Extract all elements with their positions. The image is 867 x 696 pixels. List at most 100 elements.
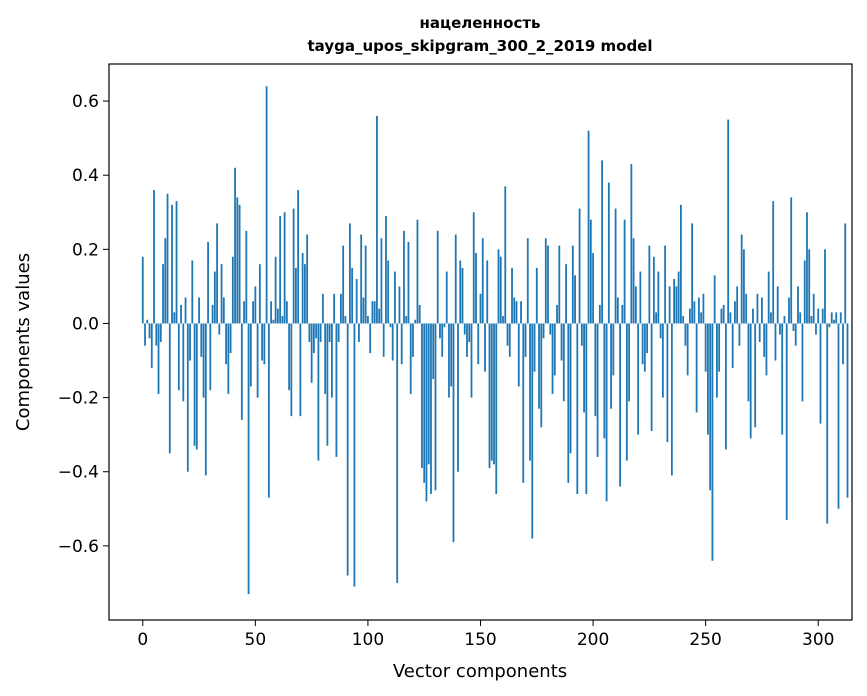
bar-271 <box>752 308 754 324</box>
bar-247 <box>698 297 700 324</box>
bar-193 <box>576 323 579 494</box>
bar-5 <box>153 190 155 324</box>
bar-294 <box>803 260 806 324</box>
bar-130 <box>434 323 437 491</box>
plot-frame <box>108 63 853 621</box>
bar-91 <box>346 323 349 576</box>
bar-15 <box>175 201 178 324</box>
bar-311 <box>842 323 844 365</box>
bar-300 <box>817 308 820 324</box>
bar-291 <box>797 286 799 324</box>
bar-17 <box>180 304 182 324</box>
bar-90 <box>344 316 347 324</box>
bar-138 <box>452 323 455 543</box>
bar-282 <box>776 286 779 324</box>
bar-197 <box>585 323 588 494</box>
bar-210 <box>614 208 617 324</box>
bar-111 <box>391 323 394 361</box>
bar-23 <box>193 323 196 446</box>
bar-150 <box>479 293 482 324</box>
bar-28 <box>204 323 207 476</box>
bar-190 <box>569 323 572 454</box>
bar-52 <box>258 264 261 324</box>
bar-30 <box>209 323 212 391</box>
bar-29 <box>207 241 209 324</box>
bar-223 <box>643 323 646 372</box>
bar-249 <box>702 293 705 324</box>
bar-292 <box>799 312 802 324</box>
bar-303 <box>824 249 826 324</box>
bar-185 <box>558 245 561 324</box>
bar-116 <box>403 230 405 324</box>
bar-235 <box>670 323 673 476</box>
bar-272 <box>754 323 757 428</box>
bar-55 <box>265 86 268 324</box>
bar-125 <box>423 323 426 483</box>
bar-155 <box>490 323 493 461</box>
x-axis-ticks: 0 50 100 150 200 250 300 <box>137 620 834 650</box>
bar-26 <box>200 323 203 357</box>
bar-288 <box>790 197 793 324</box>
bar-114 <box>398 286 401 324</box>
bar-256 <box>718 323 721 372</box>
bar-219 <box>634 286 637 324</box>
bar-244 <box>691 223 694 324</box>
y-axis-label: Components values <box>13 253 34 431</box>
bar-234 <box>668 286 671 324</box>
bar-166 <box>515 301 518 324</box>
bar-151 <box>481 238 484 324</box>
bar-149 <box>477 323 480 365</box>
bar-301 <box>819 323 822 424</box>
bar-133 <box>441 323 444 357</box>
chart-title: нацеленность <box>419 14 540 32</box>
bar-167 <box>517 323 520 387</box>
bar-181 <box>549 323 552 335</box>
bar-168 <box>520 301 522 324</box>
bar-62 <box>281 316 284 324</box>
y-tick-label: −0.6 <box>58 537 99 557</box>
bar-199 <box>589 219 592 324</box>
bar-56 <box>267 323 270 498</box>
bar-22 <box>191 260 194 324</box>
bar-170 <box>524 323 527 357</box>
bar-74 <box>308 323 311 342</box>
bar-293 <box>801 323 804 402</box>
bar-297 <box>810 316 813 324</box>
bar-102 <box>371 301 374 324</box>
bar-205 <box>603 323 606 439</box>
bar-198 <box>587 130 590 324</box>
bar-175 <box>535 267 538 324</box>
bar-60 <box>276 308 279 324</box>
bar-6 <box>155 323 158 346</box>
bar-233 <box>666 323 669 443</box>
bar-58 <box>272 319 275 324</box>
bar-275 <box>761 297 763 324</box>
bar-156 <box>493 323 495 465</box>
bar-189 <box>567 323 570 483</box>
bar-20 <box>186 323 189 472</box>
bar-105 <box>378 308 381 324</box>
bar-176 <box>538 323 540 409</box>
x-tick-label: 250 <box>689 630 721 650</box>
bar-33 <box>216 223 218 324</box>
bar-103 <box>373 301 376 324</box>
x-axis-label: Vector components <box>393 661 567 682</box>
bar-134 <box>443 323 446 328</box>
bar-215 <box>625 323 628 461</box>
bar-68 <box>294 267 297 324</box>
y-tick-label: 0.2 <box>72 240 99 260</box>
bar-171 <box>526 238 529 324</box>
bar-267 <box>743 249 745 324</box>
bar-242 <box>686 323 689 376</box>
bar-188 <box>565 264 567 324</box>
bar-93 <box>351 267 354 324</box>
bar-243 <box>688 308 691 324</box>
bar-279 <box>770 312 772 324</box>
bar-119 <box>409 323 412 394</box>
bar-237 <box>675 286 678 324</box>
bar-129 <box>432 323 435 380</box>
bar-266 <box>740 234 743 324</box>
x-tick-label: 300 <box>802 630 834 650</box>
bar-53 <box>261 323 263 361</box>
bar-18 <box>182 323 185 402</box>
